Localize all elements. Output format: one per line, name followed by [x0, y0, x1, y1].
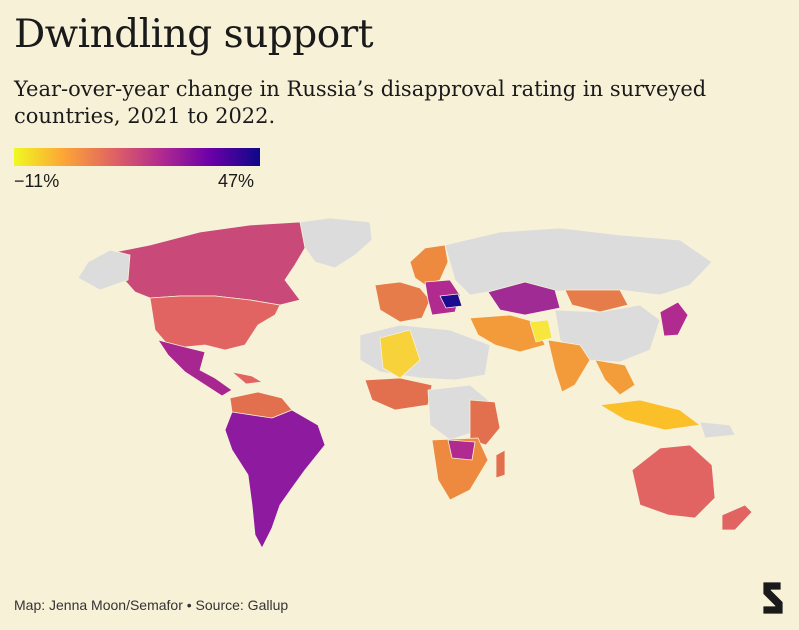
map-credit-footer: Map: Jenna Moon/Semafor • Source: Gallup: [14, 597, 289, 613]
region-indonesia: [599, 399, 701, 431]
region-new-zealand: [721, 504, 753, 531]
region-western-europe: [374, 281, 431, 323]
region-usa: [149, 295, 281, 351]
legend-max-label: 47%: [218, 171, 255, 191]
region-papua: [699, 421, 736, 439]
region-scandinavia: [409, 244, 449, 286]
region-southeast-asia: [594, 359, 636, 396]
region-southern-africa: [431, 437, 489, 501]
world-choropleth-map: [77, 217, 753, 549]
region-japan-korea: [659, 301, 689, 337]
region-afghanistan: [529, 319, 553, 343]
region-india: [547, 339, 591, 393]
region-mongolia-china-north: [564, 289, 629, 313]
region-australia: [631, 444, 716, 519]
region-algeria: [379, 329, 421, 379]
region-north-africa: [359, 324, 491, 381]
region-caribbean: [231, 371, 263, 385]
region-ukraine: [439, 293, 463, 309]
region-south-america: [224, 409, 326, 549]
region-greenland-arctic: [299, 217, 373, 269]
region-russia: [444, 227, 713, 296]
region-mexico-central-america: [157, 339, 233, 397]
region-west-africa: [364, 377, 433, 411]
region-madagascar: [495, 449, 506, 479]
region-alaska: [77, 249, 131, 291]
region-kazakhstan: [487, 281, 561, 316]
color-scale-legend: [14, 148, 260, 166]
map-subtitle: Year-over-year change in Russia’s disapp…: [14, 77, 707, 128]
map-title: Dwindling support: [14, 12, 374, 57]
region-east-africa: [469, 399, 501, 446]
legend-min-label: −11%: [14, 171, 60, 191]
region-turkey-iran: [469, 314, 546, 353]
semafor-s-logo-icon: [762, 581, 784, 615]
region-canada: [99, 221, 321, 306]
region-zambia-malawi: [447, 439, 476, 461]
